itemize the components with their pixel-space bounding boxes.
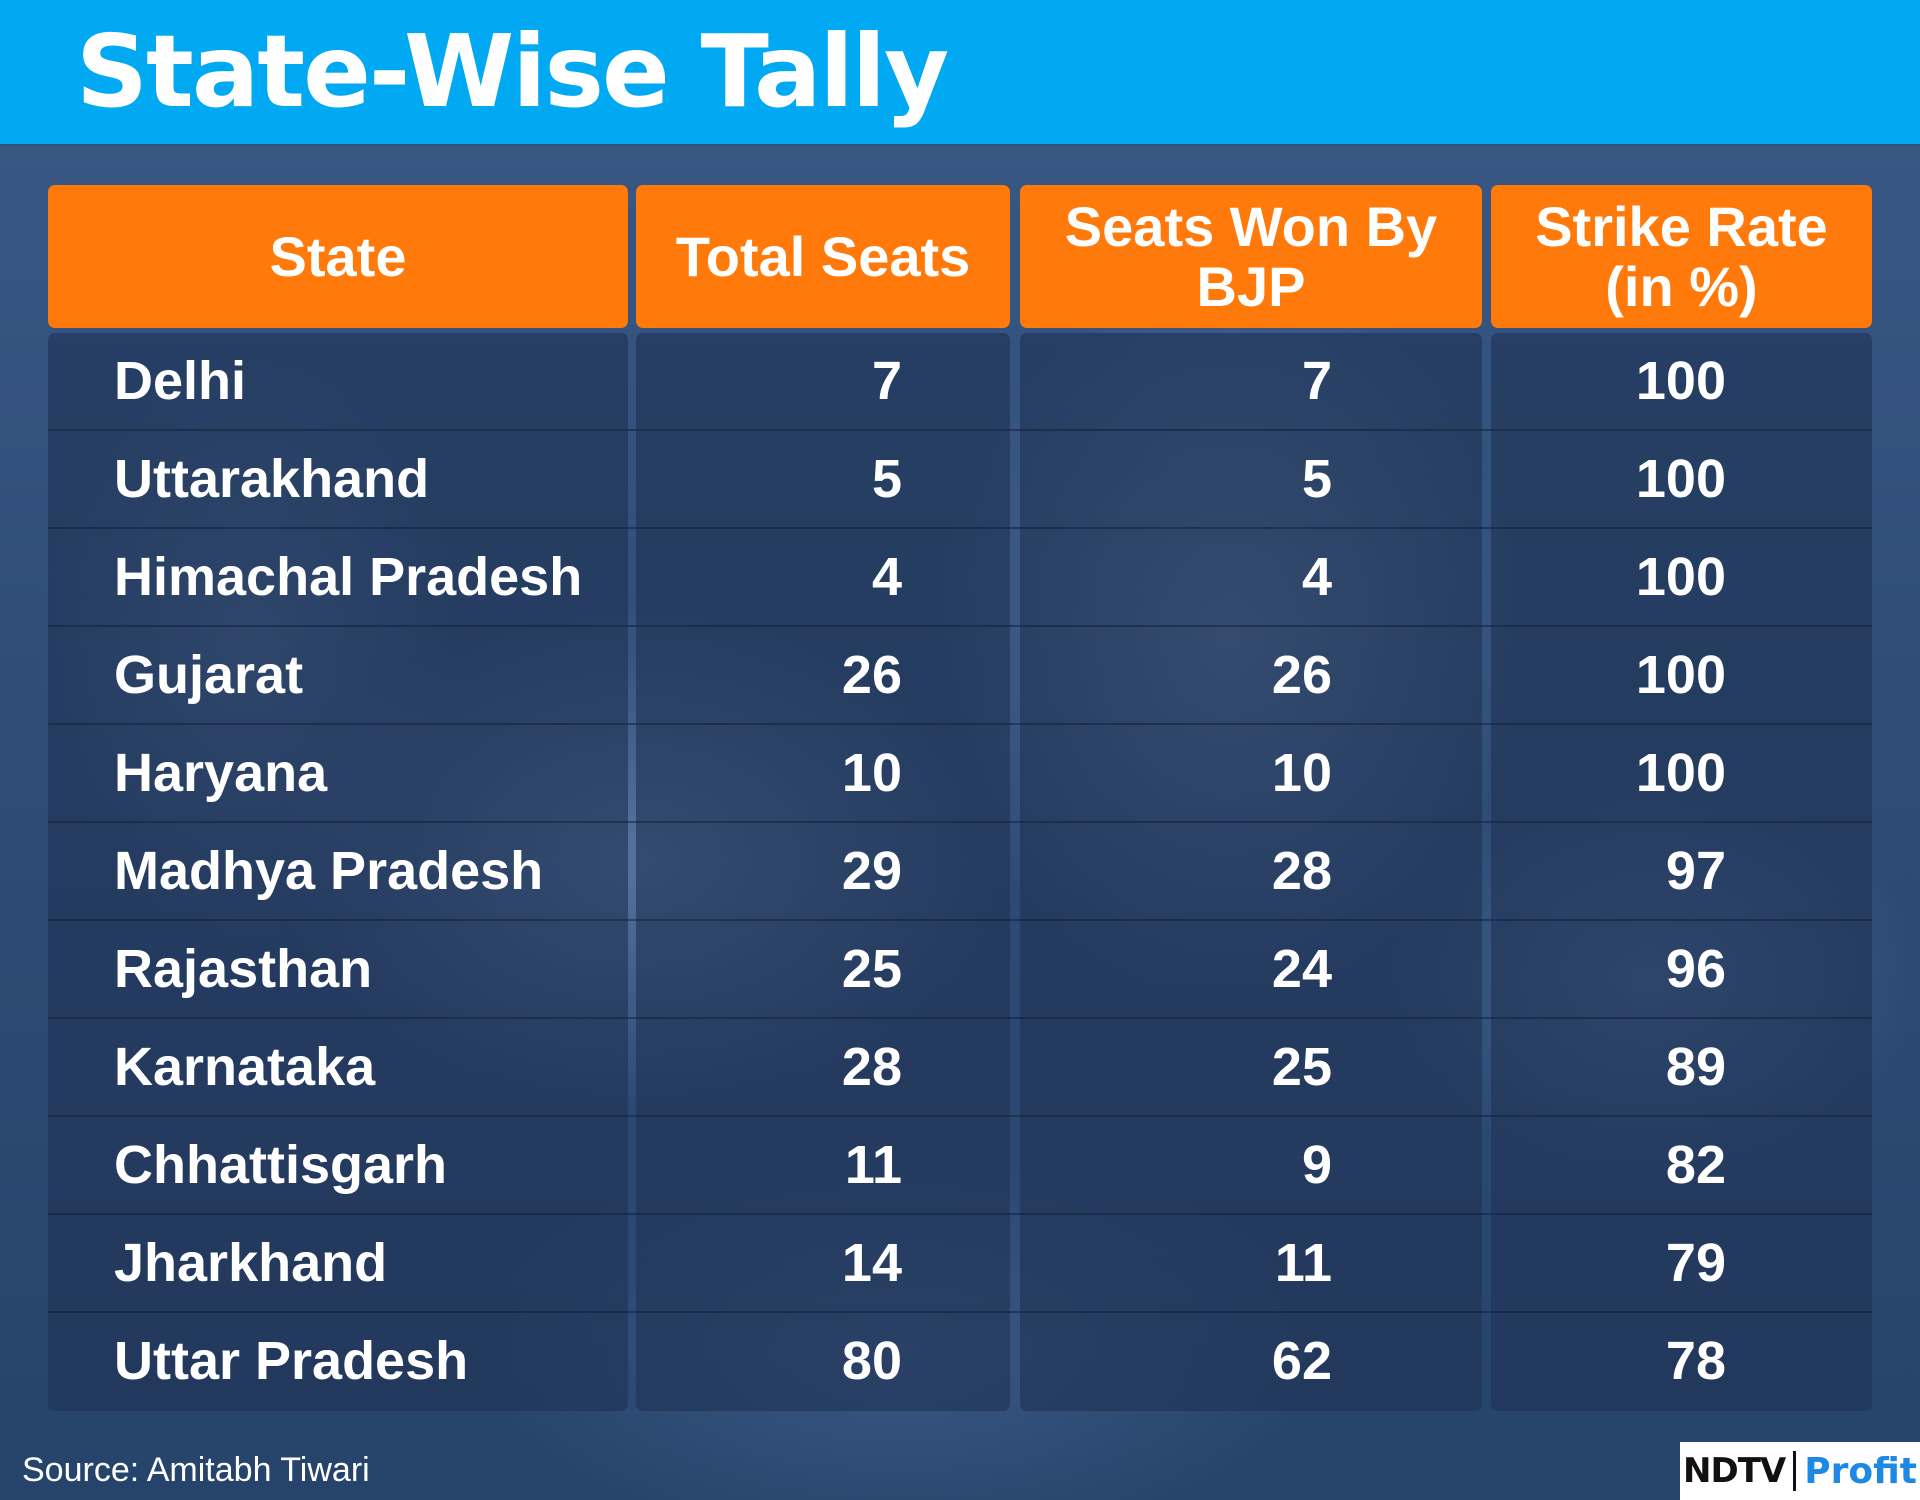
cell-strike-rate: 100 [1635,351,1726,411]
cell-total-seats: 4 [871,547,902,607]
cell-seats-won-bjp: 26 [1271,645,1332,705]
cell-strike-rate: 100 [1635,743,1726,803]
cell-state: Chhattisgarh [114,1135,448,1195]
title-bar: State-Wise Tally [0,0,1920,144]
cell-state: Delhi [114,351,247,411]
cell-state: Uttar Pradesh [114,1331,469,1391]
table-row: Chhattisgarh 11 9 82 [48,1117,1872,1215]
header-state: State [48,185,628,328]
table-row: Uttar Pradesh 80 62 78 [48,1313,1872,1411]
table-row: Delhi 7 7 100 [48,333,1872,431]
cell-total-seats: 28 [841,1037,902,1097]
cell-seats-won-bjp: 24 [1271,939,1332,999]
cell-strike-rate: 100 [1635,547,1726,607]
cell-strike-rate: 82 [1665,1135,1726,1195]
table-row: Gujarat 26 26 100 [48,627,1872,725]
cell-seats-won-bjp: 4 [1301,547,1332,607]
cell-seats-won-bjp: 10 [1271,743,1332,803]
page-title: State-Wise Tally [76,13,949,130]
column-panel-seats-won [1020,333,1482,1411]
column-panel-total-seats [636,333,1010,1411]
table-row: Himachal Pradesh 4 4 100 [48,529,1872,627]
cell-total-seats: 10 [841,743,902,803]
header-strike-rate: Strike Rate (in %) [1491,185,1872,328]
cell-total-seats: 11 [844,1135,902,1195]
cell-total-seats: 80 [841,1331,902,1391]
cell-state: Uttarakhand [114,449,430,509]
cell-total-seats: 25 [841,939,902,999]
cell-strike-rate: 97 [1665,841,1726,901]
cell-seats-won-bjp: 11 [1274,1233,1332,1293]
logo-product: Profit [1804,1450,1917,1492]
cell-state: Gujarat [114,645,304,705]
cell-strike-rate: 100 [1635,449,1726,509]
cell-total-seats: 14 [841,1233,902,1293]
cell-state: Haryana [114,743,328,803]
cell-total-seats: 7 [871,351,902,411]
cell-strike-rate: 78 [1665,1331,1726,1391]
cell-seats-won-bjp: 28 [1271,841,1332,901]
cell-state: Karnataka [114,1037,376,1097]
cell-strike-rate: 96 [1665,939,1726,999]
table-row: Karnataka 28 25 89 [48,1019,1872,1117]
table-row: Jharkhand 14 11 79 [48,1215,1872,1313]
column-panel-state [48,333,628,1411]
table-header-row: State Total Seats Seats Won By BJP Strik… [48,185,1872,328]
table-row: Madhya Pradesh 29 28 97 [48,823,1872,921]
cell-state: Madhya Pradesh [114,841,544,901]
cell-seats-won-bjp: 5 [1301,449,1332,509]
header-seats-won-bjp: Seats Won By BJP [1020,185,1482,328]
cell-seats-won-bjp: 62 [1271,1331,1332,1391]
logo-divider [1793,1451,1797,1491]
cell-seats-won-bjp: 25 [1271,1037,1332,1097]
source-note: Source: Amitabh Tiwari [22,1451,370,1489]
cell-seats-won-bjp: 7 [1301,351,1332,411]
cell-total-seats: 5 [871,449,902,509]
cell-state: Rajasthan [114,939,373,999]
table-row: Haryana 10 10 100 [48,725,1872,823]
cell-strike-rate: 79 [1665,1233,1726,1293]
ndtv-profit-logo: NDTV Profit [1680,1442,1920,1500]
state-tally-table: State Total Seats Seats Won By BJP Strik… [48,185,1872,1411]
cell-state: Himachal Pradesh [114,547,583,607]
table-row: Rajasthan 25 24 96 [48,921,1872,1019]
header-total-seats: Total Seats [636,185,1010,328]
cell-seats-won-bjp: 9 [1301,1135,1332,1195]
cell-state: Jharkhand [114,1233,388,1293]
column-panel-strike-rate [1491,333,1872,1411]
cell-strike-rate: 100 [1635,645,1726,705]
cell-total-seats: 26 [841,645,902,705]
logo-brand: NDTV [1683,1451,1786,1491]
cell-strike-rate: 89 [1665,1037,1726,1097]
cell-total-seats: 29 [841,841,902,901]
table-row: Uttarakhand 5 5 100 [48,431,1872,529]
